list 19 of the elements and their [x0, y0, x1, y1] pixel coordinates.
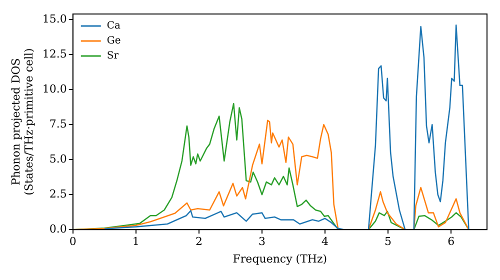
x-tick-label: 6 [448, 235, 455, 248]
y-tick-label: 12.5 [42, 47, 67, 60]
y-tick-label: 0.0 [49, 222, 67, 236]
x-tick-label: 0 [69, 235, 76, 248]
legend-label: Sr [106, 50, 119, 62]
y-tick-label: 7.5 [49, 117, 67, 130]
legend-label: Ca [106, 20, 121, 32]
x-tick-label: 2 [195, 235, 202, 248]
y-axis-title: Phonon projected DOS (States/THz·primitive cell) [9, 48, 36, 196]
x-axis-title: Frequency (THz) [232, 252, 328, 266]
x-tick-label: 1 [132, 235, 140, 248]
y-tick-label: 2.5 [49, 187, 67, 200]
x-tick-label: 3 [258, 235, 266, 248]
x-tick-label: 5 [384, 235, 392, 248]
x-tick-label: 4 [322, 235, 329, 248]
legend-label: Ge [106, 36, 121, 47]
y-tick-label: 5.0 [49, 152, 67, 166]
y-tick-label: 15.0 [42, 12, 67, 26]
y-tick-label: 10.0 [42, 82, 67, 96]
